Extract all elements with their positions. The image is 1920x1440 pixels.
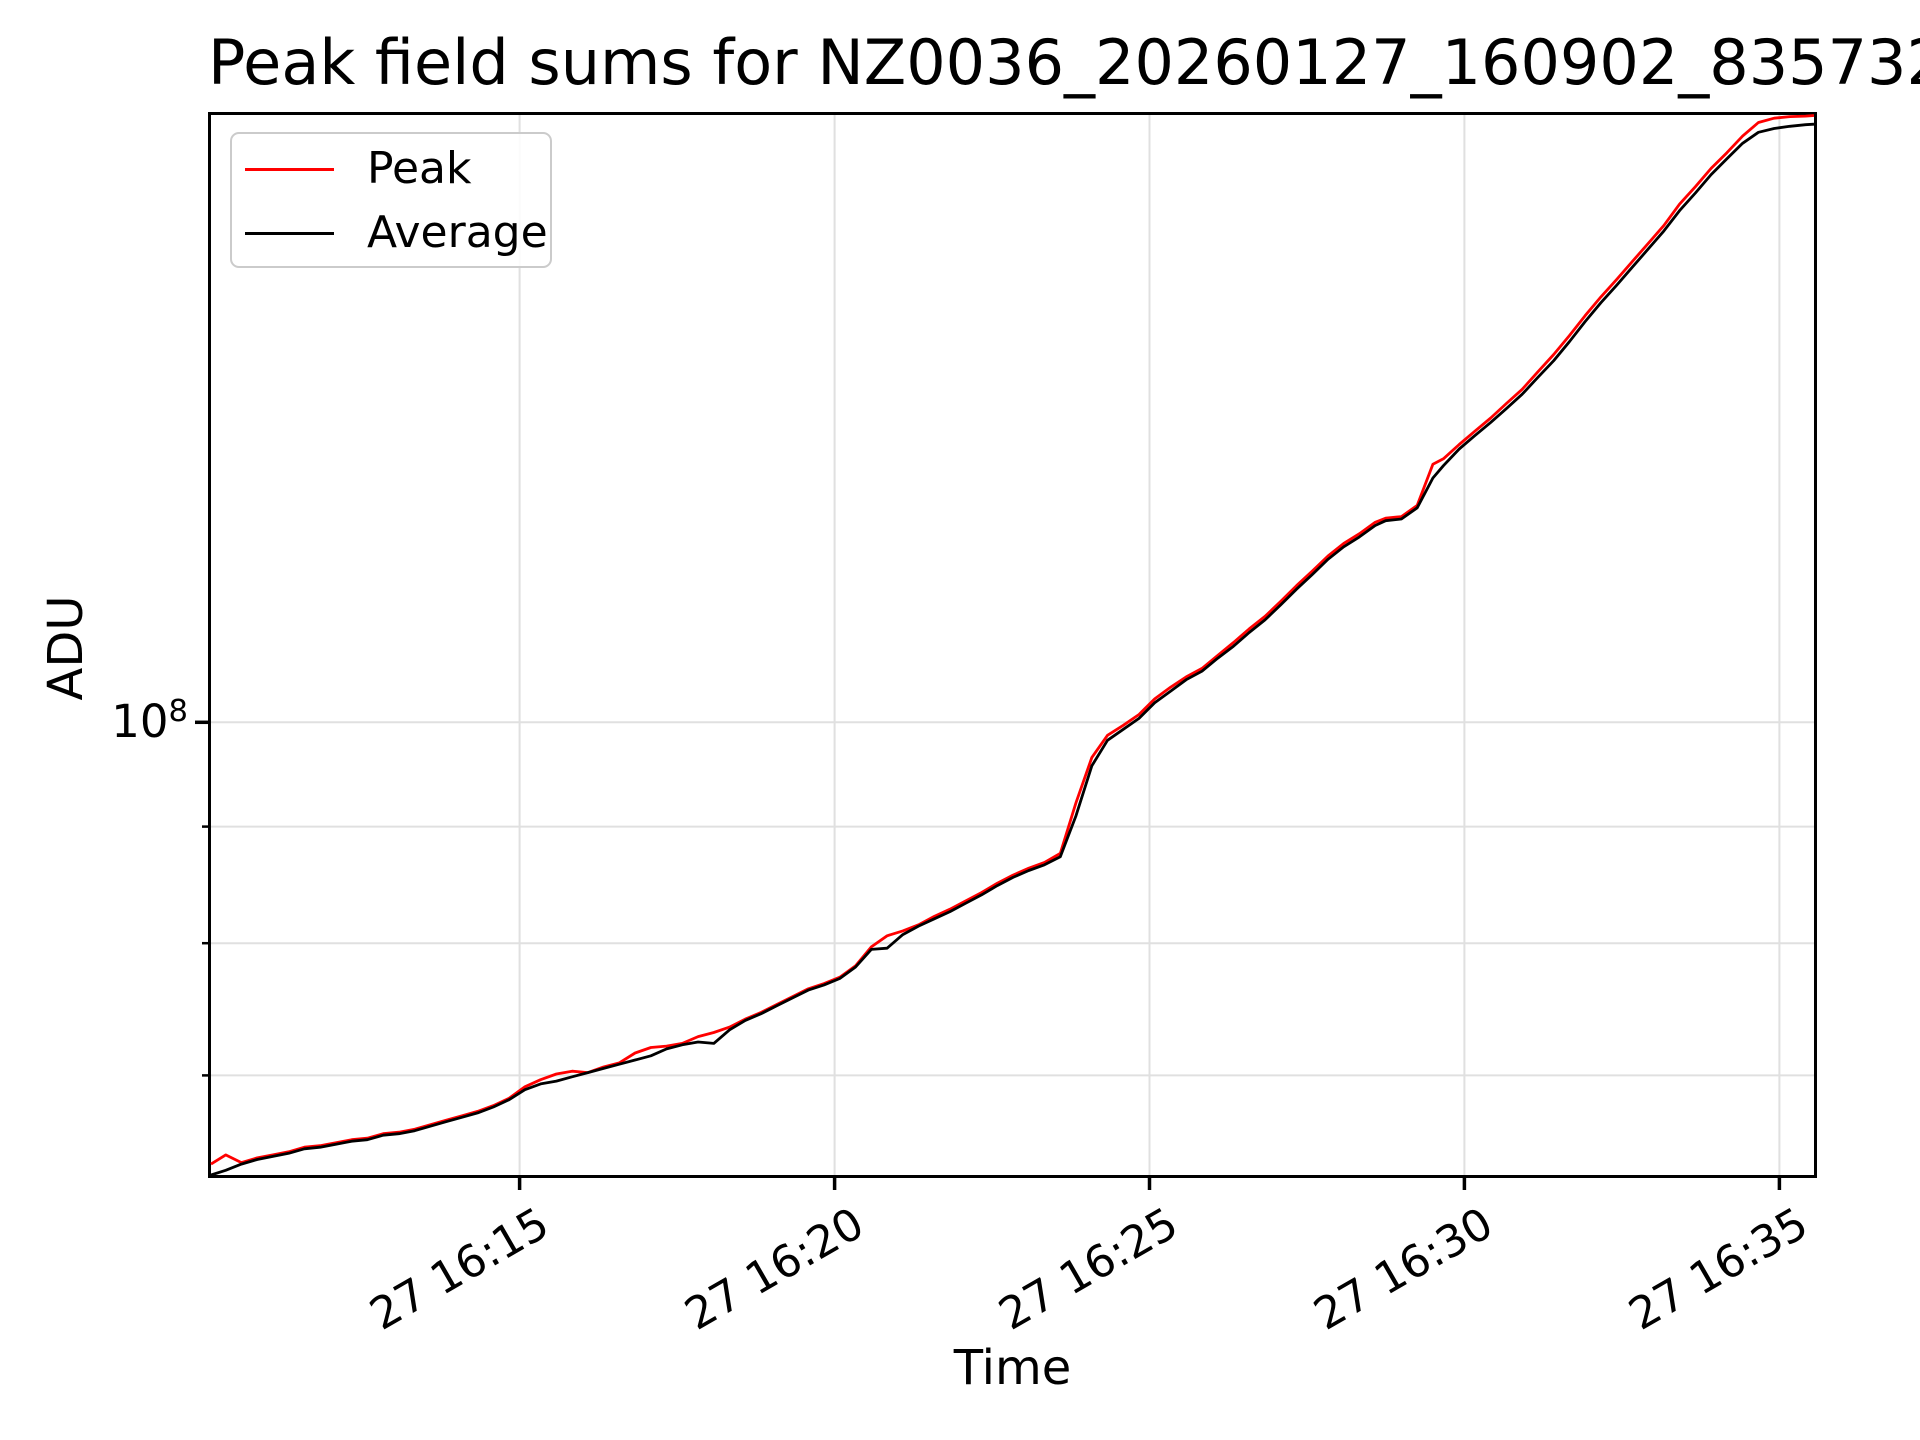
y-axis-label: ADU [38, 595, 94, 701]
x-axis-label: Time [953, 1340, 1072, 1396]
y-tick-base: 10 [111, 694, 169, 748]
legend: Peak Average [230, 132, 552, 268]
chart-canvas [195, 114, 1815, 1190]
y-tick-label-1e8: 108 [0, 694, 188, 748]
legend-label-peak: Peak [367, 143, 472, 194]
x-tick-label: 27 16:20 [676, 1198, 873, 1341]
plot-area: Peak Average [195, 112, 1817, 1190]
x-tick-label: 27 16:30 [1306, 1198, 1502, 1341]
x-tick-label: 27 16:25 [991, 1198, 1187, 1341]
x-tick-label: 27 16:35 [1620, 1198, 1817, 1341]
chart-title: Peak field sums for NZ0036_20260127_1609… [208, 26, 1920, 99]
x-tick-label: 27 16:15 [361, 1198, 558, 1341]
peak-line-sample [245, 167, 334, 171]
y-tick-exponent: 8 [168, 693, 188, 729]
legend-item-peak: Peak [232, 137, 550, 201]
legend-item-average: Average [232, 201, 550, 265]
average-line-sample [245, 231, 334, 235]
legend-label-average: Average [367, 207, 548, 258]
